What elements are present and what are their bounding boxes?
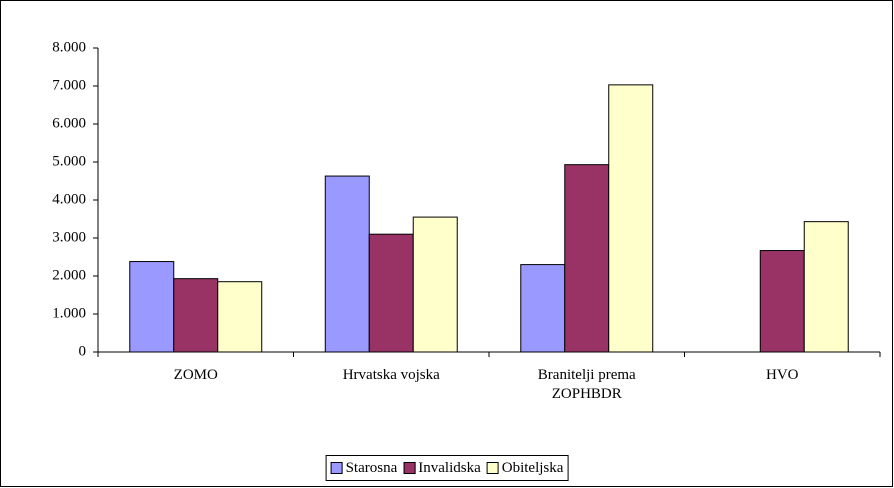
y-tick-label: 6.000 xyxy=(52,115,86,131)
bar xyxy=(173,278,219,353)
y-tick-label: 1.000 xyxy=(52,305,86,321)
bar xyxy=(520,264,566,353)
bar xyxy=(564,164,610,353)
legend-swatch xyxy=(330,462,343,474)
legend-swatch xyxy=(403,462,416,474)
bar xyxy=(608,84,654,353)
x-tick-label: HVO xyxy=(766,367,799,383)
y-tick-label: 8.000 xyxy=(52,39,86,55)
legend-swatch xyxy=(486,462,499,474)
bar xyxy=(803,221,849,353)
y-tick-label: 7.000 xyxy=(52,77,86,93)
x-tick-label: Branitelji prema ZOPHBDR xyxy=(537,367,636,402)
bar xyxy=(759,250,805,353)
bar xyxy=(412,216,458,353)
y-tick-label: 3.000 xyxy=(52,229,86,245)
legend-item: Invalidska xyxy=(403,458,481,478)
y-tick-label: 0 xyxy=(79,343,87,359)
legend-label: Starosna xyxy=(345,460,398,476)
bar xyxy=(217,281,263,353)
bar xyxy=(368,233,414,353)
x-tick-label: ZOMO xyxy=(173,367,218,383)
y-tick-label: 5.000 xyxy=(52,153,86,169)
bar xyxy=(324,175,370,353)
y-tick-label: 4.000 xyxy=(52,191,86,207)
legend: Starosna Invalidska Obiteljska xyxy=(325,455,569,481)
y-tick-label: 2.000 xyxy=(52,267,86,283)
bar xyxy=(129,261,175,353)
legend-item: Obiteljska xyxy=(486,458,564,478)
legend-label: Obiteljska xyxy=(501,460,564,476)
legend-item: Starosna xyxy=(330,458,398,478)
legend-label: Invalidska xyxy=(418,460,481,476)
x-tick-label: Hrvatska vojska xyxy=(342,367,440,383)
